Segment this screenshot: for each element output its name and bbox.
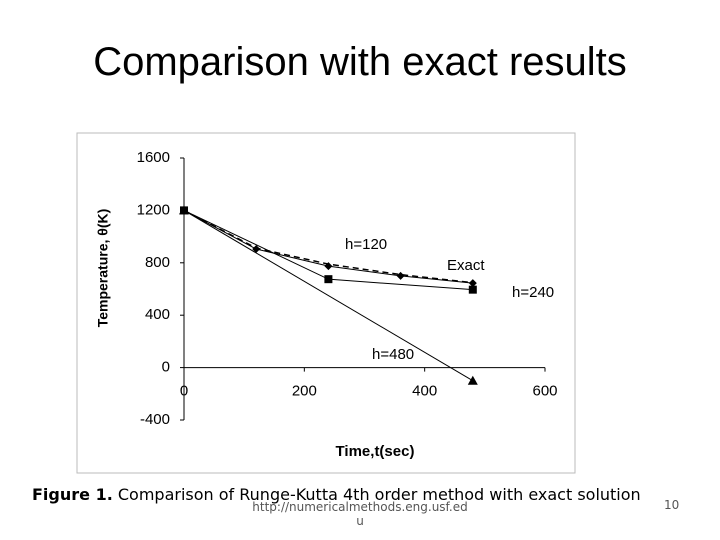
slide-title: Comparison with exact results	[93, 40, 627, 84]
y-tick-label: 800	[145, 254, 170, 271]
x-tick-label: 200	[292, 383, 317, 400]
footer-url: http://numericalmethods.eng.usf.edu	[252, 500, 468, 528]
chart-frame	[76, 132, 576, 474]
marker	[468, 285, 477, 294]
marker	[324, 275, 333, 284]
x-tick-label: 0	[180, 383, 188, 400]
y-tick-label: 0	[162, 359, 170, 376]
page-number: 10	[664, 498, 680, 512]
x-tick-label: 600	[532, 383, 557, 400]
series-label: Exact	[447, 257, 485, 274]
series-line	[183, 209, 474, 382]
marker	[252, 245, 261, 254]
y-tick-label: 400	[145, 306, 170, 323]
series-label: h=240	[512, 284, 554, 301]
caption: Figure 1. Comparison of Runge-Kutta 4th …	[32, 485, 641, 504]
x-axis-label: Time,t(sec)	[336, 443, 415, 460]
y-axis-label: Temperature, θ(K)	[95, 209, 111, 328]
series-label: h=120	[345, 236, 387, 253]
caption-text: Comparison of Runge-Kutta 4th order meth…	[117, 485, 641, 504]
series-line	[183, 209, 473, 284]
x-tick-label: 400	[412, 383, 437, 400]
marker	[468, 279, 477, 288]
series-label: h=480	[372, 346, 414, 363]
marker	[467, 375, 478, 385]
marker	[396, 271, 405, 280]
y-tick-label: 1600	[137, 149, 170, 166]
marker	[179, 205, 189, 215]
caption-label: Figure 1.	[32, 485, 113, 504]
y-tick-label: -400	[140, 411, 170, 428]
y-tick-label: 1200	[137, 201, 170, 218]
